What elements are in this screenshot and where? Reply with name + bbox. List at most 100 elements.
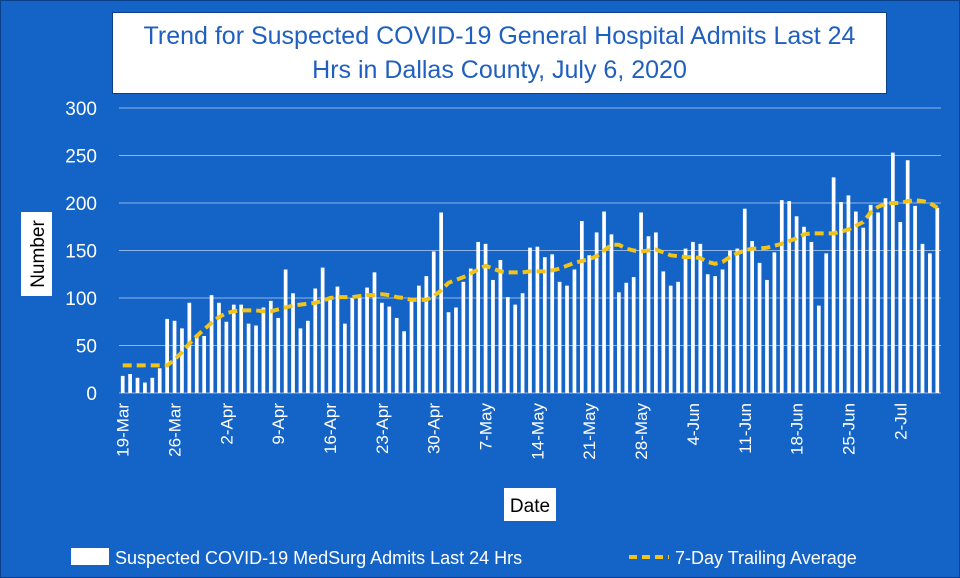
legend-bar-swatch (71, 548, 109, 565)
bar (639, 212, 643, 393)
bar (128, 374, 132, 393)
bar (505, 297, 510, 393)
x-tick-label: 19-Mar (114, 403, 133, 457)
x-tick-label: 9-Apr (269, 403, 288, 445)
bar (372, 272, 377, 393)
average-line (122, 198, 939, 368)
bar (676, 281, 680, 393)
x-tick-label: 2-Jul (891, 403, 910, 440)
bar (513, 304, 518, 393)
x-tick-label: 30-Apr (425, 403, 444, 454)
bar (905, 160, 910, 393)
bar (135, 377, 140, 393)
x-tick-label: 23-Apr (373, 403, 392, 454)
y-tick-label: 200 (65, 194, 97, 215)
bar (535, 246, 540, 393)
legend-line-label: 7-Day Trailing Average (675, 548, 857, 568)
bar (305, 320, 310, 393)
y-axis-label: Number (28, 220, 49, 288)
bar (557, 281, 562, 393)
bar (846, 195, 851, 393)
bar (202, 336, 207, 393)
chart-title-line-1: Trend for Suspected COVID-19 General Hos… (143, 22, 856, 50)
bar (394, 317, 399, 393)
y-tick-label: 250 (65, 147, 97, 168)
bar (550, 254, 555, 393)
bar (787, 201, 792, 393)
bar (194, 335, 199, 393)
bar (157, 368, 162, 393)
bar (343, 323, 347, 393)
x-axis-label: Date (510, 496, 550, 517)
bar (720, 269, 725, 393)
bar-series (120, 152, 940, 393)
bar (668, 285, 673, 393)
x-tick-label: 16-Apr (321, 403, 340, 454)
bar (150, 377, 155, 393)
bar (276, 317, 281, 393)
bar (143, 382, 147, 393)
bar (542, 257, 547, 393)
bar (757, 262, 762, 393)
bar (209, 295, 214, 393)
bar (617, 292, 621, 393)
bar (772, 252, 777, 393)
x-tick-label: 14-May (528, 403, 547, 460)
bar (120, 375, 125, 393)
bar (861, 227, 866, 393)
bar (217, 302, 221, 393)
bar (172, 320, 177, 393)
bar (520, 293, 525, 393)
bar (920, 243, 925, 393)
bar (816, 305, 821, 393)
bar (268, 300, 273, 393)
bar (461, 281, 466, 393)
bar (431, 251, 436, 393)
bar (572, 269, 577, 393)
bar (446, 312, 451, 393)
bar (876, 212, 880, 393)
bar (683, 248, 688, 393)
bar (335, 286, 340, 393)
bar (587, 255, 592, 393)
bar (357, 296, 362, 393)
bar (868, 204, 873, 393)
y-tick-label: 300 (65, 99, 97, 120)
bar (898, 222, 903, 393)
x-tick-label: 11-Jun (736, 403, 755, 454)
bar (291, 293, 295, 393)
bar (239, 304, 244, 393)
bar (498, 260, 503, 393)
average-line-series (122, 198, 939, 368)
bar (424, 276, 429, 393)
bar (624, 282, 629, 393)
legend-bar-label: Suspected COVID-19 MedSurg Admits Last 2… (115, 548, 522, 568)
bar (350, 298, 355, 393)
bar (483, 243, 488, 393)
y-tick-label: 50 (76, 337, 97, 358)
chart-title-line-2: Hrs in Dallas County, July 6, 2020 (312, 56, 687, 84)
bar (579, 221, 584, 393)
bar (824, 253, 829, 393)
y-tick-label: 150 (65, 242, 97, 263)
bar (224, 321, 229, 393)
bar (320, 267, 325, 393)
bar (831, 177, 836, 393)
bar (254, 325, 258, 393)
y-tick-labels: 0 50 100 150 200 250 300 (65, 99, 97, 405)
bar (602, 211, 606, 393)
bar (802, 226, 806, 393)
bar (839, 202, 843, 393)
bar (609, 234, 614, 393)
bar (742, 208, 747, 393)
x-tick-label: 21-May (580, 403, 599, 460)
bar (631, 277, 636, 393)
bar (417, 285, 421, 393)
bar (691, 241, 695, 393)
x-tick-label: 26-Mar (166, 403, 185, 457)
bar (454, 307, 458, 393)
bar (565, 285, 569, 393)
bar (853, 211, 858, 393)
